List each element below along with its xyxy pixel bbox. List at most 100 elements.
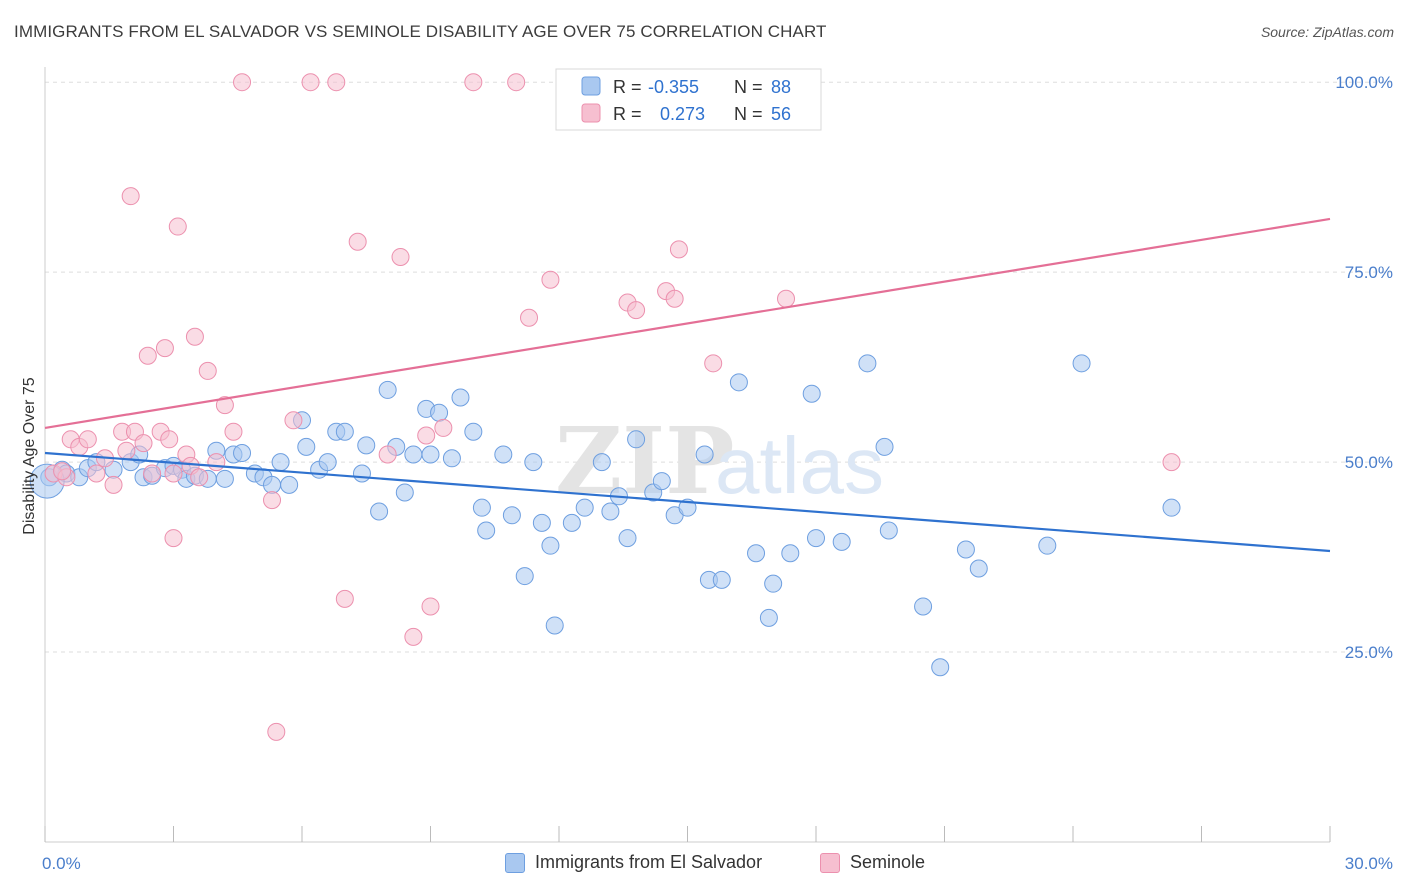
legend-r-value-2: 0.273 [660,104,705,124]
data-point-seminole [669,240,688,259]
legend-swatch-seminole [820,852,840,873]
series-seminole-points [44,73,1181,741]
trend-line-seminole [44,217,1331,429]
data-point-seminole [404,627,423,646]
data-point-el-salvador [263,475,282,494]
data-point-seminole [164,464,183,483]
legend-n-value-2: 56 [771,104,791,124]
data-point-el-salvador [515,567,534,586]
legend-r-label-2: R = [613,104,642,124]
data-point-el-salvador [545,616,564,635]
trend-lines [44,217,1331,553]
data-point-el-salvador [271,453,290,472]
data-point-el-salvador [464,422,483,441]
data-point-el-salvador [215,469,234,488]
data-point-el-salvador [442,449,461,468]
data-point-el-salvador [370,502,389,521]
data-point-el-salvador [357,436,376,455]
data-point-el-salvador [472,498,491,517]
data-point-seminole [464,73,483,92]
data-point-el-salvador [931,658,950,677]
data-point-el-salvador [233,443,252,462]
data-point-seminole [224,422,243,441]
data-point-el-salvador [832,532,851,551]
y-axis-title: Disability Age Over 75 [21,377,38,535]
data-point-seminole [434,418,453,437]
data-point-seminole [378,445,397,464]
data-point-seminole [53,462,72,481]
data-point-el-salvador [477,521,496,540]
data-point-seminole [207,453,226,472]
data-point-el-salvador [914,597,933,616]
data-point-seminole [168,217,187,236]
data-point-seminole [327,73,346,92]
data-point-seminole [777,289,796,308]
data-point-el-salvador [678,498,697,517]
watermark-atlas: atlas [715,421,884,510]
legend-swatch-el-salvador [505,852,525,873]
trend-line-el-salvador [44,451,1331,553]
data-point-el-salvador [502,506,521,525]
data-point-el-salvador [532,513,551,532]
legend-swatch-blue [581,76,601,96]
legend-swatch-pink [581,103,601,123]
tick-labels: 25.0% 50.0% 75.0% 100.0% 0.0% 30.0% [42,73,1393,873]
data-point-el-salvador [421,445,440,464]
data-point-seminole [301,73,320,92]
legend-r-label-1: R = [613,77,642,97]
data-point-el-salvador [575,498,594,517]
legend-n-label-1: N = [734,77,763,97]
data-point-el-salvador [1038,536,1057,555]
data-point-el-salvador [601,502,620,521]
data-point-seminole [541,270,560,289]
data-point-el-salvador [297,437,316,456]
data-point-el-salvador [807,529,825,548]
legend-n-value-1: 88 [771,77,791,97]
data-point-el-salvador [627,430,646,449]
data-point-el-salvador [318,453,337,472]
data-point-el-salvador [494,445,513,464]
data-point-seminole [348,232,367,251]
data-point-el-salvador [430,403,449,422]
data-point-seminole [134,434,153,453]
data-point-el-salvador [695,445,714,464]
data-point-seminole [263,491,282,510]
data-point-el-salvador [378,380,397,399]
data-point-seminole [87,464,106,483]
x-tick-label-max: 30.0% [1345,854,1393,873]
data-point-seminole [417,426,436,445]
data-point-el-salvador [524,453,543,472]
data-point-el-salvador [335,422,354,441]
legend-item-seminole: Seminole [820,852,925,873]
data-point-seminole [164,529,183,548]
data-point-el-salvador [1072,354,1091,373]
data-point-seminole [160,430,179,449]
data-point-el-salvador [956,540,975,559]
data-point-el-salvador [652,472,671,491]
y-tick-label: 25.0% [1345,643,1393,662]
data-point-seminole [78,430,97,449]
data-point-el-salvador [759,608,778,627]
data-point-seminole [704,354,723,373]
data-point-seminole [215,396,234,415]
data-point-el-salvador [592,453,611,472]
data-point-seminole [138,346,157,365]
axes [44,67,1331,843]
data-point-el-salvador [969,559,988,578]
data-point-el-salvador [802,384,821,403]
y-tick-label: 100.0% [1335,73,1393,92]
legend-label-el-salvador: Immigrants from El Salvador [535,852,763,872]
data-point-el-salvador [879,521,898,540]
data-point-seminole [143,464,162,483]
data-point-seminole [507,73,526,92]
data-point-el-salvador [451,388,470,407]
y-tick-label: 50.0% [1345,453,1393,472]
data-point-seminole [121,187,140,206]
data-point-seminole [198,361,217,380]
data-point-seminole [421,597,440,616]
data-point-el-salvador [764,574,783,593]
data-point-seminole [155,339,174,358]
data-point-seminole [520,308,539,327]
data-point-el-salvador [781,544,800,563]
data-point-el-salvador [395,483,414,502]
